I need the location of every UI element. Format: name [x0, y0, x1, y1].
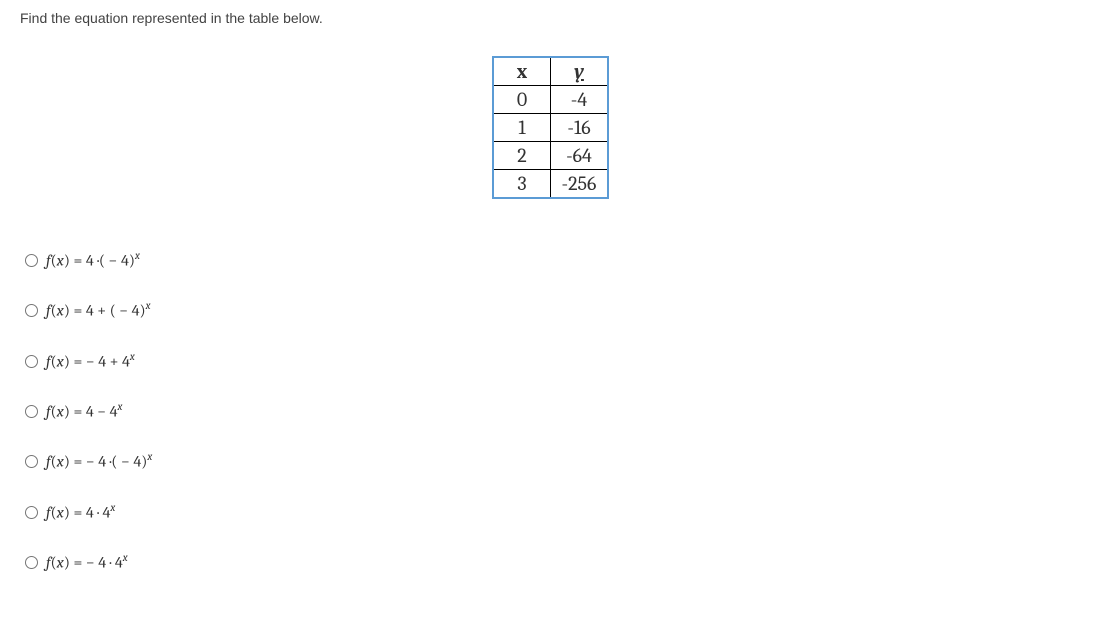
table-header-row: x y — [493, 57, 608, 86]
option-b[interactable]: f(x) = 4 + ( − 4)x — [20, 299, 1081, 319]
radio-g[interactable] — [25, 556, 38, 569]
table-row: 1 -16 — [493, 114, 608, 142]
col-header-x: x — [493, 57, 551, 86]
cell-x: 1 — [493, 114, 551, 142]
option-d[interactable]: f(x) = 4 − 4x — [20, 400, 1081, 420]
cell-y: -64 — [551, 142, 609, 170]
option-g-label: f(x) = − 4 · 4x — [46, 551, 128, 571]
option-f-label: f(x) = 4 · 4x — [46, 501, 115, 521]
question-text: Find the equation represented in the tab… — [20, 10, 1081, 26]
radio-b[interactable] — [25, 304, 38, 317]
radio-e[interactable] — [25, 455, 38, 468]
radio-a[interactable] — [25, 254, 38, 267]
radio-c[interactable] — [25, 355, 38, 368]
cell-y: -16 — [551, 114, 609, 142]
col-header-y: y — [551, 57, 609, 86]
option-f[interactable]: f(x) = 4 · 4x — [20, 501, 1081, 521]
table-row: 0 -4 — [493, 86, 608, 114]
cell-x: 3 — [493, 170, 551, 199]
table-row: 3 -256 — [493, 170, 608, 199]
table-container: x y 0 -4 1 -16 2 -64 3 -256 — [20, 56, 1081, 199]
option-a-label: f(x) = 4 ·( − 4)x — [46, 249, 140, 269]
option-c-label: f(x) = − 4 + 4x — [46, 350, 135, 370]
cell-x: 2 — [493, 142, 551, 170]
data-table: x y 0 -4 1 -16 2 -64 3 -256 — [492, 56, 609, 199]
option-e-label: f(x) = − 4 ·( − 4)x — [46, 450, 152, 470]
option-a[interactable]: f(x) = 4 ·( − 4)x — [20, 249, 1081, 269]
option-d-label: f(x) = 4 − 4x — [46, 400, 122, 420]
cell-y: -4 — [551, 86, 609, 114]
option-e[interactable]: f(x) = − 4 ·( − 4)x — [20, 450, 1081, 470]
option-g[interactable]: f(x) = − 4 · 4x — [20, 551, 1081, 571]
table-row: 2 -64 — [493, 142, 608, 170]
option-b-label: f(x) = 4 + ( − 4)x — [46, 299, 151, 319]
radio-f[interactable] — [25, 506, 38, 519]
option-c[interactable]: f(x) = − 4 + 4x — [20, 350, 1081, 370]
radio-d[interactable] — [25, 405, 38, 418]
cell-y: -256 — [551, 170, 609, 199]
cell-x: 0 — [493, 86, 551, 114]
options-group: f(x) = 4 ·( − 4)x f(x) = 4 + ( − 4)x f(x… — [20, 249, 1081, 571]
